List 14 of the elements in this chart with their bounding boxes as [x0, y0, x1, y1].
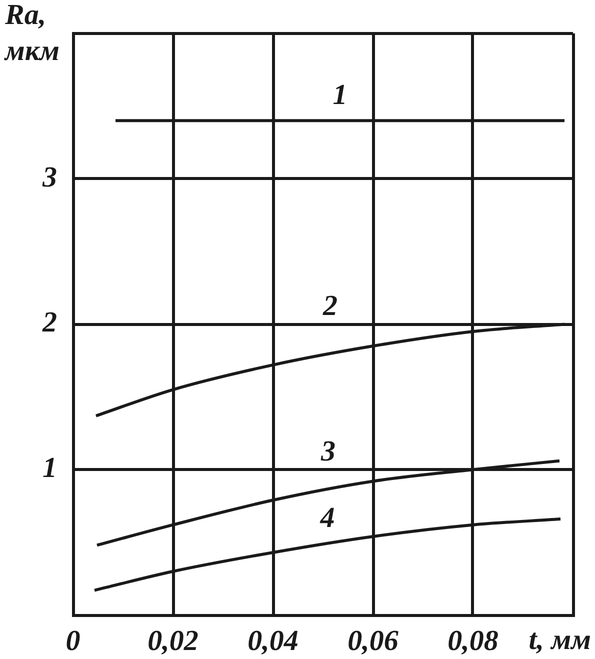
x-tick-label: 0,04: [248, 624, 298, 657]
x-tick-label: 0,02: [148, 624, 198, 657]
x-tick-label: 0: [66, 624, 80, 657]
y-tick-label: 3: [42, 161, 57, 194]
series-label: 4: [319, 502, 335, 534]
series-label: 2: [322, 290, 338, 322]
series-label: 3: [320, 436, 336, 468]
x-tick-label: 0,06: [348, 624, 399, 657]
x-axis-title: t, мм: [528, 624, 591, 656]
x-tick-label: 0,08: [448, 624, 499, 657]
y-tick-label: 2: [42, 306, 57, 339]
y-tick-label: 1: [42, 452, 57, 484]
y-axis-title: Ra, мкм: [4, 0, 60, 67]
series-label: 1: [332, 79, 348, 112]
